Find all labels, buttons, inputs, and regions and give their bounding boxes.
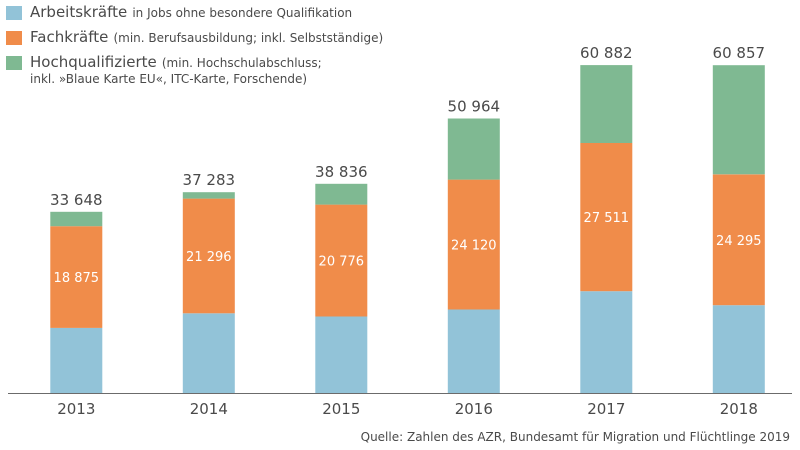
total-label-2014: 37 283 (183, 171, 236, 189)
bar-arbeitskraefte-2016 (447, 309, 500, 393)
bar-fachkraefte-2014 (182, 198, 235, 314)
labels-group: 18 875 33 648 2013 21 296 37 283 2014 20 776 38… (50, 44, 765, 418)
bar-fachkraefte-2013 (50, 226, 103, 328)
legend-swatch-hochqualifizierte (6, 56, 22, 70)
legend: Arbeitskräfte in Jobs ohne besondere Qua… (6, 2, 383, 92)
legend-item-fachkraefte: Fachkräfte (min. Berufsausbildung; inkl.… (6, 27, 383, 46)
total-label-2016: 50 964 (448, 98, 501, 116)
legend-swatch-arbeitskraefte (6, 6, 22, 20)
source-note: Quelle: Zahlen des AZR, Bundesamt für Mi… (360, 430, 790, 444)
legend-item-arbeitskraefte: Arbeitskräfte in Jobs ohne besondere Qua… (6, 2, 383, 21)
total-label-2013: 33 648 (50, 191, 103, 209)
data-label-fachkraefte-2014: 21 296 (186, 250, 232, 265)
legend-swatch-fachkraefte (6, 31, 22, 45)
data-label-fachkraefte-2017: 27 511 (584, 211, 630, 226)
legend-label-hochqualifizierte: Hochqualifizierte (30, 53, 157, 71)
bars-group (50, 65, 765, 393)
bar-hochqualifizierte-2014 (182, 192, 235, 199)
legend-item-hochqualifizierte: Hochqualifizierte (min. Hochschulabschlu… (6, 52, 383, 86)
bar-hochqualifizierte-2017 (580, 65, 633, 143)
total-label-2018: 60 857 (713, 44, 766, 62)
data-label-fachkraefte-2016: 24 120 (451, 239, 497, 254)
total-label-2015: 38 836 (315, 163, 368, 181)
bar-arbeitskraefte-2018 (712, 305, 765, 393)
legend-note-fachkraefte: (min. Berufsausbildung; inkl. Selbststän… (113, 31, 384, 45)
data-label-fachkraefte-2013: 18 875 (54, 271, 100, 286)
legend-note-hochqualifizierte: (min. Hochschulabschluss; (161, 56, 322, 70)
bar-fachkraefte-2015 (315, 204, 368, 317)
data-label-fachkraefte-2018: 24 295 (716, 234, 762, 249)
legend-label-fachkraefte: Fachkräfte (30, 28, 109, 46)
bar-arbeitskraefte-2013 (50, 327, 103, 393)
x-tick-label-2014: 2014 (190, 400, 228, 418)
bar-arbeitskraefte-2014 (182, 313, 235, 393)
bar-fachkraefte-2017 (580, 143, 633, 292)
legend-note-arbeitskraefte: in Jobs ohne besondere Qualifikation (132, 6, 353, 20)
bar-fachkraefte-2016 (447, 179, 500, 310)
legend-note2-hochqualifizierte: inkl. »Blaue Karte EU«, ITC-Karte, Forsc… (30, 72, 308, 86)
bar-hochqualifizierte-2013 (50, 211, 103, 227)
x-tick-label-2015: 2015 (322, 400, 360, 418)
total-label-2017: 60 882 (580, 44, 633, 62)
x-tick-label-2016: 2016 (455, 400, 493, 418)
bar-arbeitskraefte-2017 (580, 291, 633, 393)
bar-hochqualifizierte-2018 (712, 65, 765, 175)
bar-arbeitskraefte-2015 (315, 316, 368, 393)
bar-hochqualifizierte-2016 (447, 118, 500, 180)
legend-label-arbeitskraefte: Arbeitskräfte (30, 3, 128, 21)
bar-hochqualifizierte-2015 (315, 183, 368, 205)
bar-fachkraefte-2018 (712, 174, 765, 306)
x-tick-label-2017: 2017 (587, 400, 625, 418)
x-tick-label-2018: 2018 (720, 400, 758, 418)
data-label-fachkraefte-2015: 20 776 (319, 255, 365, 270)
x-tick-label-2013: 2013 (57, 400, 95, 418)
